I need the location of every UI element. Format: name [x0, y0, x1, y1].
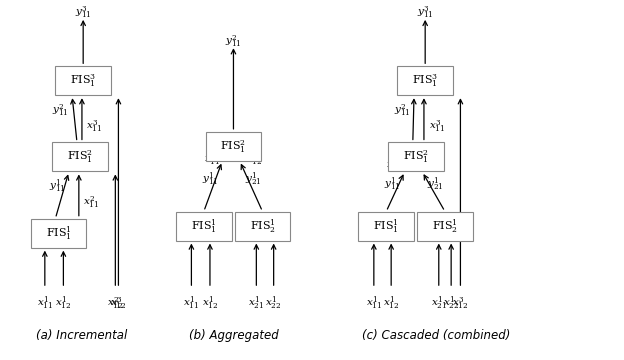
Text: $x_{12}^1$: $x_{12}^1$ [202, 294, 218, 312]
Text: $y_{11}^1$: $y_{11}^1$ [202, 171, 218, 188]
Text: $x_{21}^1$: $x_{21}^1$ [431, 294, 447, 312]
FancyBboxPatch shape [397, 66, 453, 95]
Text: $y_{11}^2$: $y_{11}^2$ [225, 33, 241, 49]
FancyBboxPatch shape [417, 212, 473, 240]
Text: $\mathrm{FIS}_1^2$: $\mathrm{FIS}_1^2$ [67, 149, 93, 165]
Text: $\mathrm{FIS}_2^1$: $\mathrm{FIS}_2^1$ [432, 217, 458, 235]
Text: $y_{11}^3$: $y_{11}^3$ [75, 5, 92, 21]
Text: $x_{11}^1$: $x_{11}^1$ [37, 294, 53, 312]
Text: $x_{11}^3$: $x_{11}^3$ [85, 118, 102, 134]
Text: $\mathrm{FIS}_1^3$: $\mathrm{FIS}_1^3$ [70, 72, 96, 89]
Text: $\mathrm{FIS}_1^2$: $\mathrm{FIS}_1^2$ [403, 149, 429, 165]
Text: $x_{12}^3$: $x_{12}^3$ [452, 295, 469, 311]
Text: $y_{21}^1$: $y_{21}^1$ [427, 176, 444, 193]
Text: $y_{21}^1$: $y_{21}^1$ [245, 171, 261, 188]
Text: $x_{22}^1$: $x_{22}^1$ [443, 294, 459, 312]
Text: (b) Aggregated: (b) Aggregated [188, 329, 278, 342]
Text: $x_{11}^2$: $x_{11}^2$ [203, 152, 220, 167]
Text: $x_{11}^2$: $x_{11}^2$ [82, 194, 99, 210]
FancyBboxPatch shape [235, 212, 290, 240]
FancyBboxPatch shape [206, 132, 261, 161]
Text: $y_{11}^2$: $y_{11}^2$ [394, 102, 411, 118]
Text: (c) Cascaded (combined): (c) Cascaded (combined) [361, 329, 510, 342]
Text: $x_{21}^1$: $x_{21}^1$ [248, 294, 265, 312]
FancyBboxPatch shape [176, 212, 232, 240]
Text: $x_{12}^2$: $x_{12}^2$ [246, 152, 262, 167]
Text: $x_{12}^2$: $x_{12}^2$ [107, 295, 124, 311]
FancyBboxPatch shape [358, 212, 414, 240]
FancyBboxPatch shape [388, 143, 444, 171]
Text: $x_{12}^1$: $x_{12}^1$ [383, 294, 399, 312]
Text: $\mathrm{FIS}_1^1$: $\mathrm{FIS}_1^1$ [46, 224, 71, 242]
Text: $y_{11}^1$: $y_{11}^1$ [49, 177, 66, 195]
Text: $x_{11}^2$: $x_{11}^2$ [386, 157, 402, 172]
Text: $x_{12}^2$: $x_{12}^2$ [428, 157, 445, 172]
Text: $y_{11}^2$: $y_{11}^2$ [52, 102, 69, 118]
Text: $x_{11}^3$: $x_{11}^3$ [429, 118, 445, 134]
Text: $x_{12}^1$: $x_{12}^1$ [55, 294, 72, 312]
Text: $y_{11}^1$: $y_{11}^1$ [384, 176, 401, 193]
Text: $\mathrm{FIS}_1^3$: $\mathrm{FIS}_1^3$ [412, 72, 438, 89]
Text: $\mathrm{FIS}_1^1$: $\mathrm{FIS}_1^1$ [373, 217, 399, 235]
Text: $x_{22}^1$: $x_{22}^1$ [265, 294, 282, 312]
Text: $\mathrm{FIS}_2^1$: $\mathrm{FIS}_2^1$ [250, 217, 276, 235]
Text: $x_{11}^1$: $x_{11}^1$ [366, 294, 382, 312]
Text: $\mathrm{FIS}_1^2$: $\mathrm{FIS}_1^2$ [220, 138, 246, 155]
FancyBboxPatch shape [31, 219, 86, 248]
FancyBboxPatch shape [52, 143, 108, 171]
Text: $x_{12}^3$: $x_{12}^3$ [110, 295, 127, 311]
FancyBboxPatch shape [56, 66, 111, 95]
Text: $x_{11}^1$: $x_{11}^1$ [183, 294, 200, 312]
Text: $\mathrm{FIS}_1^1$: $\mathrm{FIS}_1^1$ [191, 217, 217, 235]
Text: $y_{11}^3$: $y_{11}^3$ [417, 5, 434, 21]
Text: (a) Incremental: (a) Incremental [36, 329, 127, 342]
